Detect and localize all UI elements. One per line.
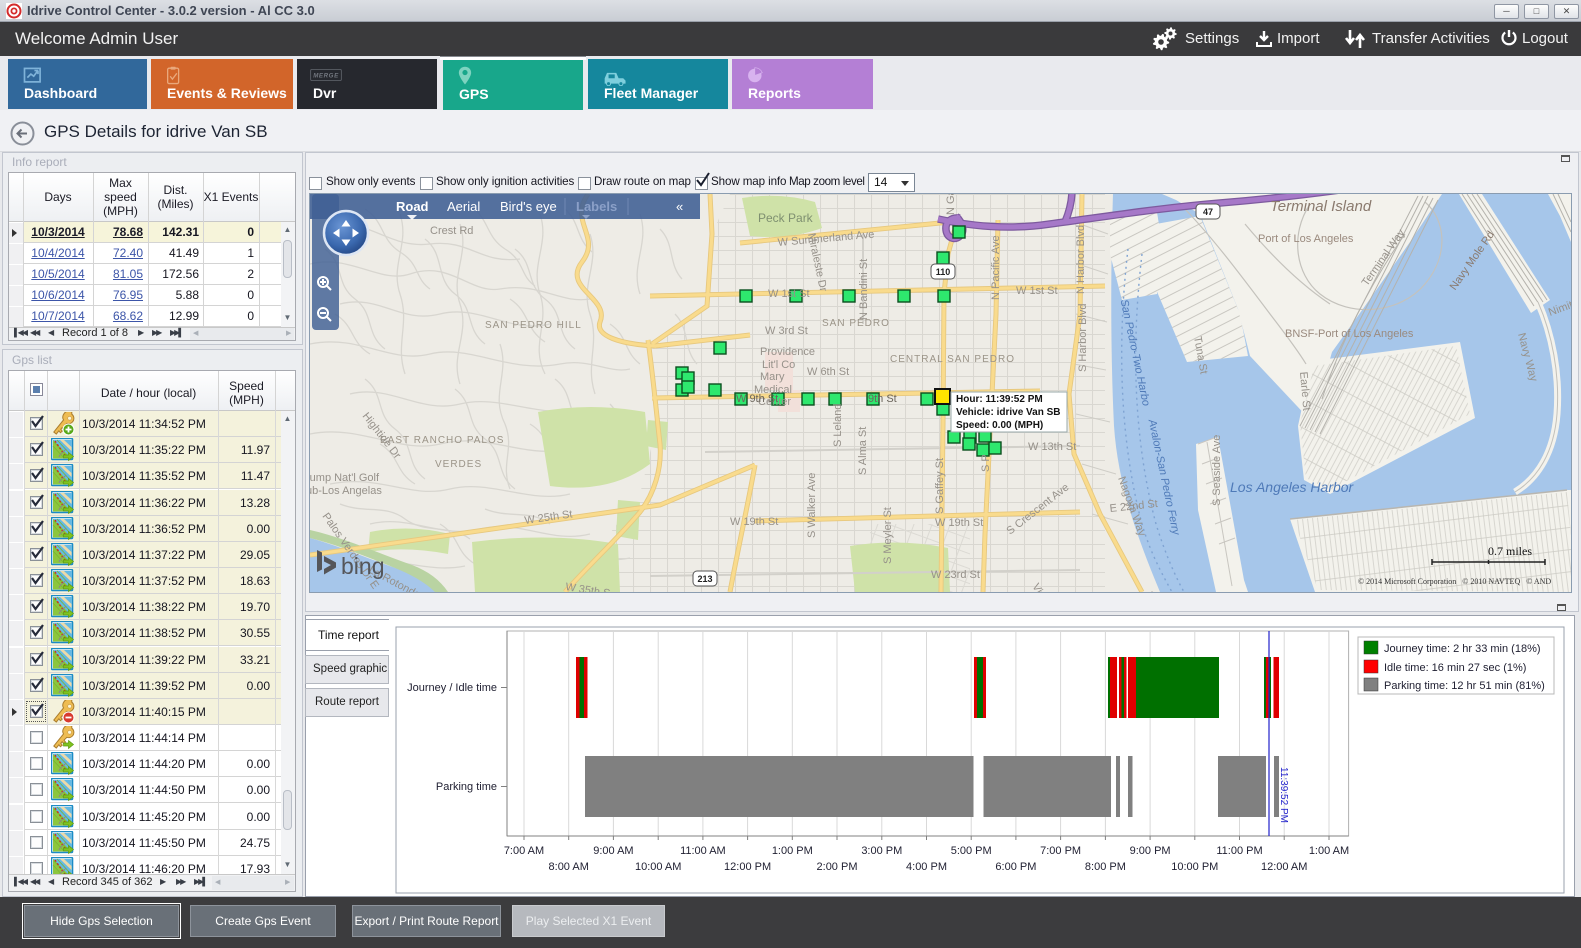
svg-text:8:00 PM: 8:00 PM <box>1085 861 1126 873</box>
svg-text:10:00 PM: 10:00 PM <box>1171 861 1218 873</box>
svg-text:N Gaff: N Gaff <box>945 194 957 215</box>
svg-text:S P: S P <box>980 454 992 472</box>
svg-text:Terminal Island: Terminal Island <box>1270 198 1372 215</box>
svg-text:W 23rd St: W 23rd St <box>931 569 980 581</box>
svg-text:3:00 PM: 3:00 PM <box>861 845 902 857</box>
svg-text:11:00 AM: 11:00 AM <box>680 845 726 857</box>
svg-text:W 19th St: W 19th St <box>935 517 983 529</box>
svg-text:E 22nd St: E 22nd St <box>1109 498 1158 515</box>
svg-text:9:00 PM: 9:00 PM <box>1130 845 1171 857</box>
svg-text:10:00 AM: 10:00 AM <box>635 861 681 873</box>
svg-text:0.7 miles: 0.7 miles <box>1488 544 1532 558</box>
svg-text:Journey / Idle time: Journey / Idle time <box>407 682 497 694</box>
svg-text:9th St: 9th St <box>868 393 897 405</box>
svg-text:Labels: Labels <box>576 199 617 214</box>
svg-text:11:39:52 PM: 11:39:52 PM <box>1278 767 1289 823</box>
svg-text:MERGE: MERGE <box>313 72 339 79</box>
svg-text:Mary: Mary <box>760 371 785 383</box>
svg-text:Crest Rd: Crest Rd <box>430 225 473 237</box>
svg-text:SAN PEDRO HILL: SAN PEDRO HILL <box>485 320 582 331</box>
svg-text:11:00 PM: 11:00 PM <box>1216 845 1262 857</box>
svg-text:N Pacific Ave: N Pacific Ave <box>990 235 1002 300</box>
svg-text:Vehicle: idrive Van SB: Vehicle: idrive Van SB <box>956 407 1061 418</box>
svg-text:Bird's eye: Bird's eye <box>500 199 557 214</box>
svg-text:W 1st St: W 1st St <box>768 288 810 300</box>
svg-text:Hour: 11:39:52 PM: Hour: 11:39:52 PM <box>956 394 1043 405</box>
svg-text:12:00 PM: 12:00 PM <box>724 861 771 873</box>
svg-text:W 13th St: W 13th St <box>1028 441 1076 453</box>
svg-text:2:00 PM: 2:00 PM <box>817 861 858 873</box>
svg-text:5:00 PM: 5:00 PM <box>951 845 992 857</box>
svg-text:S Harbor Blvd: S Harbor Blvd <box>1077 304 1089 372</box>
svg-text:1:00 PM: 1:00 PM <box>772 845 813 857</box>
svg-text:7:00 AM: 7:00 AM <box>504 845 544 857</box>
svg-text:BNSF-Port of Los Angeles: BNSF-Port of Los Angeles <box>1285 328 1414 340</box>
svg-text:N Harbor Blvd: N Harbor Blvd <box>1075 225 1087 294</box>
svg-text:Providence: Providence <box>760 346 815 358</box>
svg-text:Sign: Sign <box>1143 590 1159 592</box>
svg-text:W 6th St: W 6th St <box>807 366 849 378</box>
svg-text:9:00 AM: 9:00 AM <box>593 845 633 857</box>
svg-text:110: 110 <box>936 267 951 277</box>
svg-text:Los Angeles Harbor: Los Angeles Harbor <box>1230 479 1355 495</box>
svg-text:47: 47 <box>1203 207 1213 217</box>
svg-text:SAN PEDRO: SAN PEDRO <box>822 318 890 329</box>
svg-text:Via: Via <box>1029 582 1048 593</box>
svg-text:Port of Los Angeles: Port of Los Angeles <box>1258 233 1354 245</box>
svg-text:S Walker Ave: S Walker Ave <box>806 473 818 538</box>
svg-text:© 2014 Microsoft Corporation: © 2014 Microsoft Corporation © 2010 NAVT… <box>1358 577 1551 586</box>
svg-text:W 1st St: W 1st St <box>1016 285 1058 297</box>
svg-text:Earle St: Earle St <box>1297 371 1312 411</box>
svg-text:Center: Center <box>758 396 791 408</box>
svg-text:Parking time: Parking time <box>436 781 497 793</box>
svg-text:Parking time: 12 hr 51 min (81: Parking time: 12 hr 51 min (81%) <box>1384 680 1545 692</box>
svg-text:Road: Road <box>396 199 429 214</box>
svg-text:«: « <box>676 199 683 214</box>
svg-text:rump Nat'l Golf: rump Nat'l Golf <box>310 472 380 484</box>
svg-text:7:00 PM: 7:00 PM <box>1040 845 1081 857</box>
svg-text:Speed: 0.00 (MPH): Speed: 0.00 (MPH) <box>956 420 1043 431</box>
svg-text:S Alma St: S Alma St <box>857 427 869 475</box>
svg-text:S Leland: S Leland <box>832 404 844 447</box>
svg-text:213: 213 <box>697 574 712 584</box>
svg-text:W 19th St: W 19th St <box>730 516 778 528</box>
svg-text:W 9th St: W 9th St <box>736 393 778 405</box>
svg-text:4:00 PM: 4:00 PM <box>906 861 947 873</box>
svg-text:Peck Park: Peck Park <box>758 211 814 225</box>
svg-text:N Bandini St: N Bandini St <box>858 259 870 320</box>
svg-text:ub-Los Angelas: ub-Los Angelas <box>310 485 382 497</box>
svg-text:12:00 AM: 12:00 AM <box>1261 861 1307 873</box>
svg-text:Medical: Medical <box>754 384 792 396</box>
svg-text:Lit'l Co: Lit'l Co <box>762 359 795 371</box>
svg-text:VERDES: VERDES <box>435 459 482 470</box>
svg-text:1:00 AM: 1:00 AM <box>1309 845 1349 857</box>
svg-text:W 35th S: W 35th S <box>565 581 612 592</box>
svg-text:Aerial: Aerial <box>447 199 480 214</box>
svg-text:EAST RANCHO PALOS: EAST RANCHO PALOS <box>380 435 504 446</box>
svg-text:CENTRAL SAN PEDRO: CENTRAL SAN PEDRO <box>890 354 1015 365</box>
svg-text:Journey time: 2 hr 33 min (18%: Journey time: 2 hr 33 min (18%) <box>1384 643 1541 655</box>
svg-text:bing: bing <box>341 553 384 579</box>
svg-text:8:00 AM: 8:00 AM <box>549 861 589 873</box>
svg-text:S Gaffey St: S Gaffey St <box>934 458 946 514</box>
svg-text:6:00 PM: 6:00 PM <box>995 861 1036 873</box>
svg-text:Idle time: 16 min 27 sec (1%): Idle time: 16 min 27 sec (1%) <box>1384 662 1526 674</box>
svg-text:S Seaside Ave: S Seaside Ave <box>1211 435 1223 506</box>
svg-text:W 3rd St: W 3rd St <box>765 325 808 337</box>
svg-text:S Meyler St: S Meyler St <box>882 507 894 564</box>
